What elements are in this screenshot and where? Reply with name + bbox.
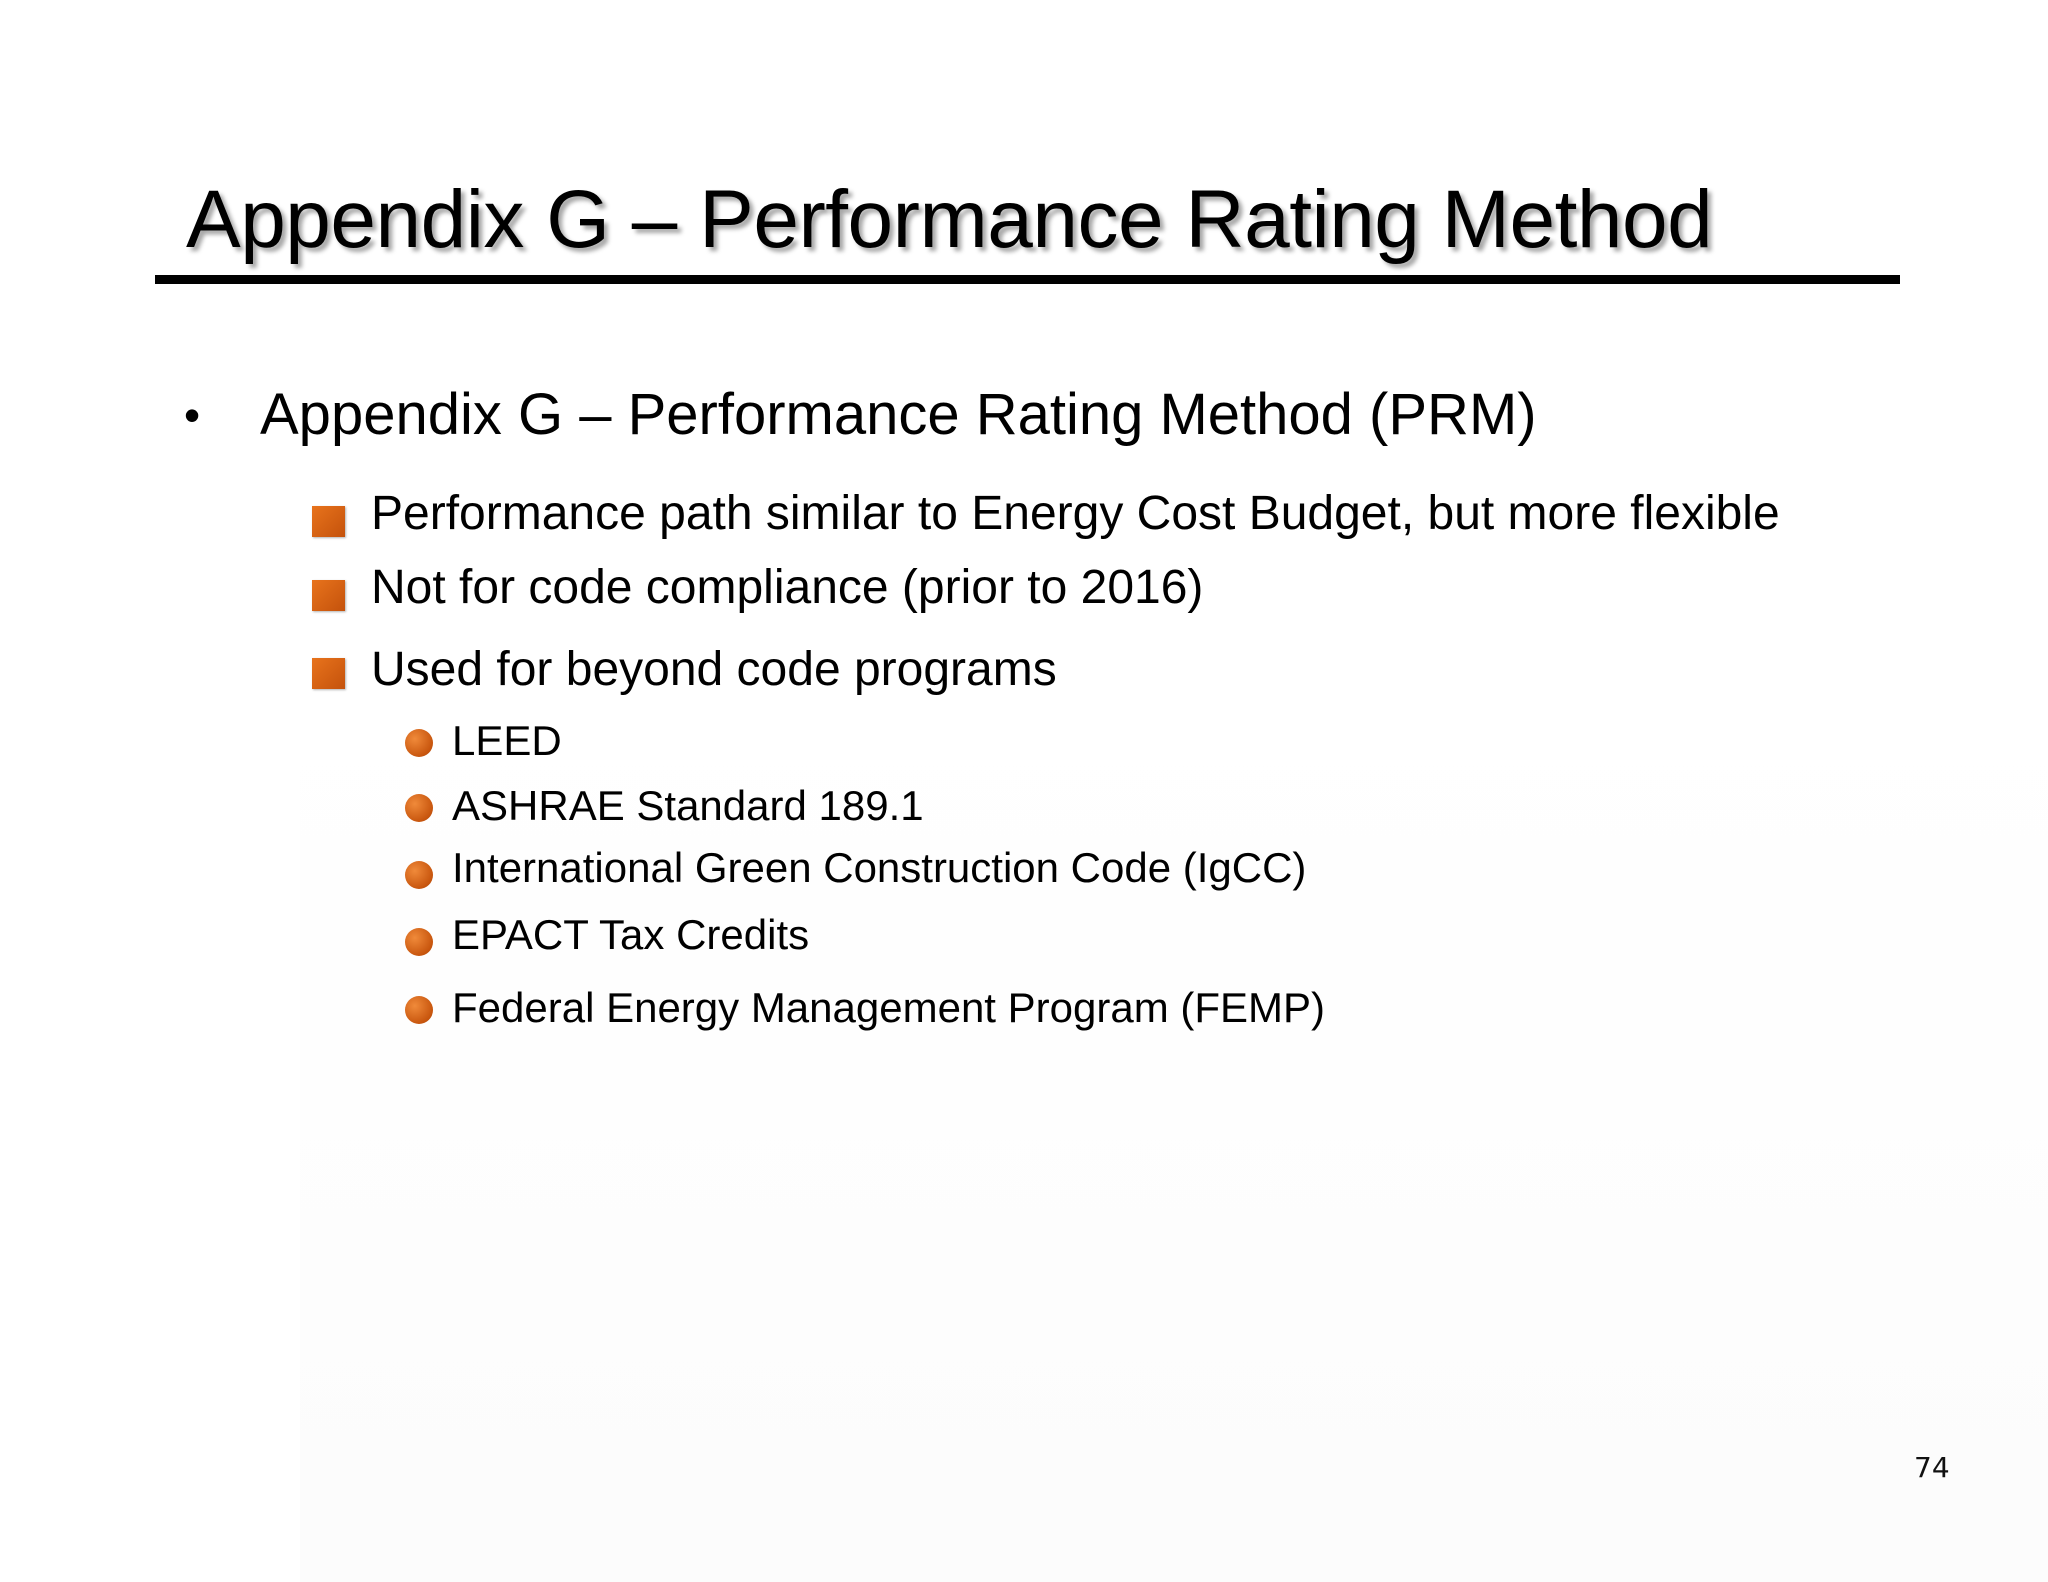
program-text: Federal Energy Management Program (FEMP)	[452, 984, 1325, 1031]
sub-bullet-text: Performance path similar to Energy Cost …	[371, 487, 1780, 540]
program-text: EPACT Tax Credits	[452, 911, 810, 958]
orange-square-bullet-icon	[312, 658, 345, 689]
program-text: International Green Construction Code (I…	[452, 844, 1307, 891]
program-text: LEED	[452, 717, 562, 764]
main-bullet-item: • Appendix G – Performance Rating Method …	[184, 380, 1537, 450]
main-bullet-text: Appendix G – Performance Rating Method (…	[260, 382, 1537, 447]
orange-circle-bullet-icon	[405, 928, 433, 956]
program-text: ASHRAE Standard 189.1	[452, 782, 924, 829]
orange-square-bullet-icon	[312, 580, 345, 611]
orange-circle-bullet-icon	[405, 794, 433, 822]
title-underline	[155, 275, 1900, 284]
sub-bullet-text: Not for code compliance (prior to 2016)	[371, 561, 1204, 614]
orange-square-bullet-icon	[312, 506, 345, 537]
bullet-dot-icon: •	[184, 389, 201, 441]
orange-circle-bullet-icon	[405, 861, 433, 889]
orange-circle-bullet-icon	[405, 996, 433, 1024]
slide-title: Appendix G – Performance Rating Method	[186, 174, 1713, 265]
orange-circle-bullet-icon	[405, 729, 433, 757]
sub-bullet-text: Used for beyond code programs	[371, 643, 1057, 696]
page-number: 74	[1914, 1451, 1950, 1484]
content-background	[300, 690, 2048, 1582]
